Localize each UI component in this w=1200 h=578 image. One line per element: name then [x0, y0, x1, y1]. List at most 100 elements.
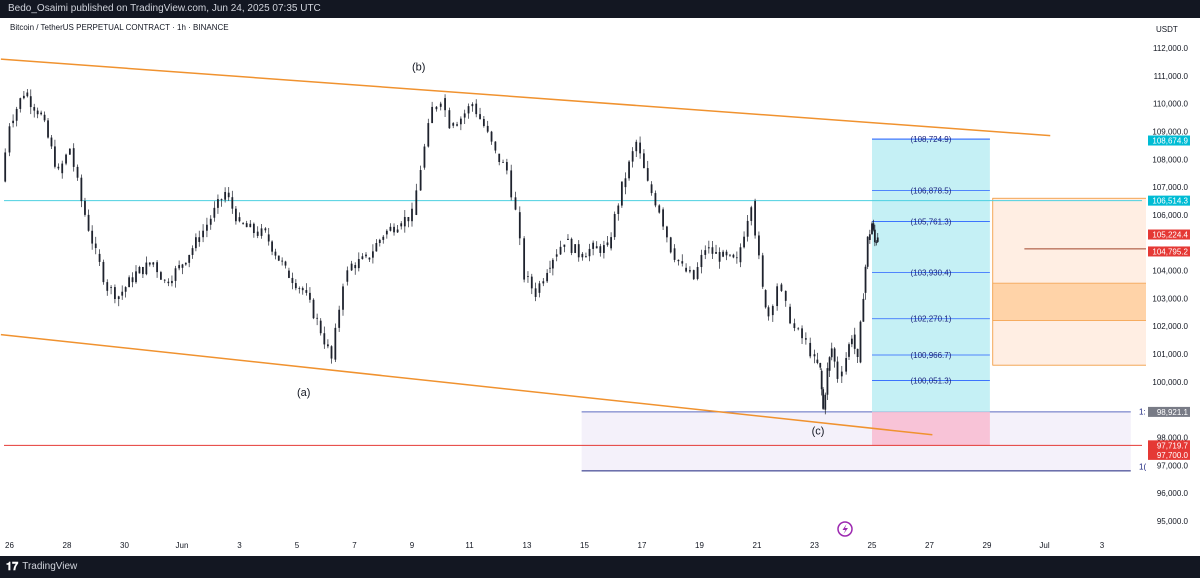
candle-body	[820, 370, 823, 390]
candle-body	[510, 170, 513, 198]
candle-body	[518, 212, 521, 239]
candle-body	[423, 146, 426, 168]
candle-body	[267, 234, 270, 242]
candle-body	[639, 142, 641, 154]
price-axis[interactable]: USDT 95,000.0 96,000.0 97,000.0 98,000.0 100,…	[1146, 18, 1200, 556]
candle-body	[206, 224, 208, 231]
countdown-label: 24:48	[1160, 240, 1181, 249]
candle-body	[505, 162, 508, 171]
candle-body	[692, 270, 695, 280]
candle-body	[338, 309, 341, 328]
time-tick: 15	[580, 541, 589, 550]
risk-zone	[872, 411, 990, 446]
candle-body	[54, 146, 56, 167]
candle-body	[448, 110, 451, 129]
candle-body	[400, 223, 403, 227]
candle-body	[479, 114, 481, 119]
candle-body	[431, 106, 434, 124]
candle-body	[444, 98, 446, 111]
candle-body	[346, 270, 349, 282]
candle-body	[813, 354, 816, 357]
candle-body	[29, 96, 32, 108]
candle-body	[635, 141, 638, 152]
candle-body	[235, 208, 237, 222]
target-zone	[872, 139, 990, 412]
candle-body	[323, 333, 326, 345]
time-tick: 3	[1100, 541, 1105, 550]
candle-body	[530, 276, 533, 289]
candle-body	[94, 243, 97, 249]
candle-body	[758, 235, 760, 256]
candle-body	[411, 208, 413, 222]
candle-body	[301, 288, 304, 291]
candle-body	[217, 199, 219, 208]
candle-body	[327, 344, 329, 347]
candle-body	[804, 338, 807, 340]
candle-body	[163, 279, 166, 281]
candle-body	[148, 262, 151, 265]
price-tick: 104,000.0	[1152, 267, 1188, 276]
candle-body	[26, 92, 29, 97]
candle-body	[662, 209, 664, 227]
candle-body	[824, 394, 827, 410]
candle-body	[848, 344, 850, 357]
candle-body	[350, 263, 353, 271]
candle-body	[213, 207, 216, 218]
candle-body	[871, 223, 873, 235]
candle-body	[715, 252, 717, 254]
candle-body	[840, 371, 843, 377]
candle-body	[68, 148, 71, 155]
price-tick: 98,000.0	[1157, 434, 1189, 443]
chart-panel[interactable]: Bitcoin / TetherUS PERPETUAL CONTRACT · …	[0, 18, 1200, 556]
candle-body	[12, 120, 14, 124]
time-axis-bg	[0, 536, 1146, 556]
time-tick: Jun	[176, 541, 189, 550]
candle-body	[378, 239, 381, 244]
candle-body	[574, 244, 577, 253]
edge-label: 1(	[1139, 463, 1146, 472]
candle-body	[549, 267, 551, 269]
candle-body	[555, 254, 558, 257]
candle-body	[588, 248, 591, 257]
candle-body	[403, 216, 406, 227]
candle-body	[746, 220, 749, 237]
candle-body	[191, 248, 194, 255]
candle-body	[673, 248, 676, 260]
candle-body	[84, 201, 86, 215]
time-axis[interactable]: 26 28 30 Jun 3 5 7 9 11 13 15 17 19 21 23 25 27 29 Jul 3	[0, 536, 1146, 556]
time-tick: 28	[63, 541, 72, 550]
candle-body	[284, 261, 287, 266]
candle-body	[459, 118, 462, 125]
price-badge	[1148, 440, 1190, 451]
candle-body	[750, 207, 753, 221]
candle-body	[245, 223, 248, 228]
drawing-lines	[0, 58, 1142, 446]
candle-body	[859, 321, 862, 363]
candle-body	[121, 291, 124, 296]
candle-body	[685, 267, 687, 272]
candle-body	[427, 123, 430, 147]
candle-body	[696, 267, 699, 279]
lightning-icon[interactable]	[837, 521, 853, 537]
price-tick: 106,000.0	[1152, 211, 1188, 220]
candle-body	[793, 323, 796, 329]
candle-body	[654, 193, 657, 206]
candle-body	[184, 262, 187, 265]
candle-body	[610, 237, 612, 249]
candle-body	[439, 103, 442, 107]
candle-body	[853, 334, 856, 349]
candle-body	[467, 106, 470, 114]
candle-body	[502, 162, 504, 163]
candle-body	[711, 247, 714, 254]
candle-body	[102, 261, 105, 283]
price-chart[interactable]: Bitcoin / TetherUS PERPETUAL CONTRACT · …	[0, 18, 1200, 556]
candle-body	[585, 256, 587, 258]
currency-label: USDT	[1156, 25, 1178, 34]
candle-body	[494, 141, 497, 151]
candle-body	[725, 251, 728, 256]
candle-body	[873, 229, 876, 243]
candle-body	[603, 245, 605, 253]
price-tick: 95,000.0	[1157, 517, 1189, 526]
time-tick: 17	[638, 541, 647, 550]
tradingview-logo[interactable]: 𝟏𝟕 TradingView	[6, 556, 77, 578]
